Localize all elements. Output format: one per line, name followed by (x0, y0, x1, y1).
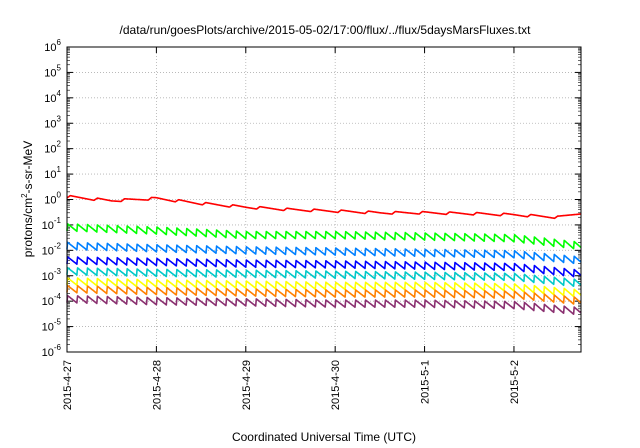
y-tick-label: 100 (44, 191, 61, 207)
x-tick-label: 2015-4-30 (330, 360, 342, 410)
series-line (66, 256, 582, 278)
plot-frame (66, 46, 582, 353)
series-line (66, 284, 582, 305)
y-axis-label: protons/cm2-s-sr-MeV (20, 141, 35, 257)
y-tick-label: 105 (44, 63, 61, 79)
y-tick-label: 10-1 (42, 216, 62, 232)
y-tick-label: 10-5 (42, 318, 62, 334)
series-line (66, 241, 582, 265)
y-tick-label: 103 (44, 114, 61, 130)
y-tick-label: 102 (44, 140, 61, 156)
y-tick-label: 101 (44, 165, 61, 181)
y-tick-labels: 10-6 10-5 10-4 10-3 10-2 10-1 100 101 102 103 104 1… (42, 38, 62, 359)
x-tick-label: 2015-4-28 (151, 360, 163, 410)
series-line (66, 294, 582, 315)
y-tick-label: 10-3 (42, 267, 62, 283)
series-line (66, 277, 582, 298)
y-tick-label: 10-4 (42, 292, 62, 308)
chart-title: /data/run/goesPlots/archive/2015-05-02/1… (120, 23, 532, 37)
x-tick-labels: 2015-4-27 2015-4-28 2015-4-29 2015-4-30 2015… (62, 360, 521, 410)
x-tick-label: 2015-4-29 (241, 360, 253, 410)
y-tick-label: 10-6 (42, 343, 62, 359)
x-tick-label: 2015-4-27 (62, 360, 74, 410)
series-line (66, 223, 582, 250)
x-tick-label: 2015-5-1 (420, 360, 432, 404)
series-line (66, 194, 582, 220)
y-tick-label: 106 (44, 38, 61, 54)
series-line (66, 266, 582, 287)
series-group (66, 194, 582, 315)
x-axis-label: Coordinated Universal Time (UTC) (232, 430, 416, 444)
y-tick-label: 104 (44, 89, 61, 105)
x-tick-label: 2015-5-2 (509, 360, 521, 404)
y-tick-label: 10-2 (42, 241, 62, 257)
